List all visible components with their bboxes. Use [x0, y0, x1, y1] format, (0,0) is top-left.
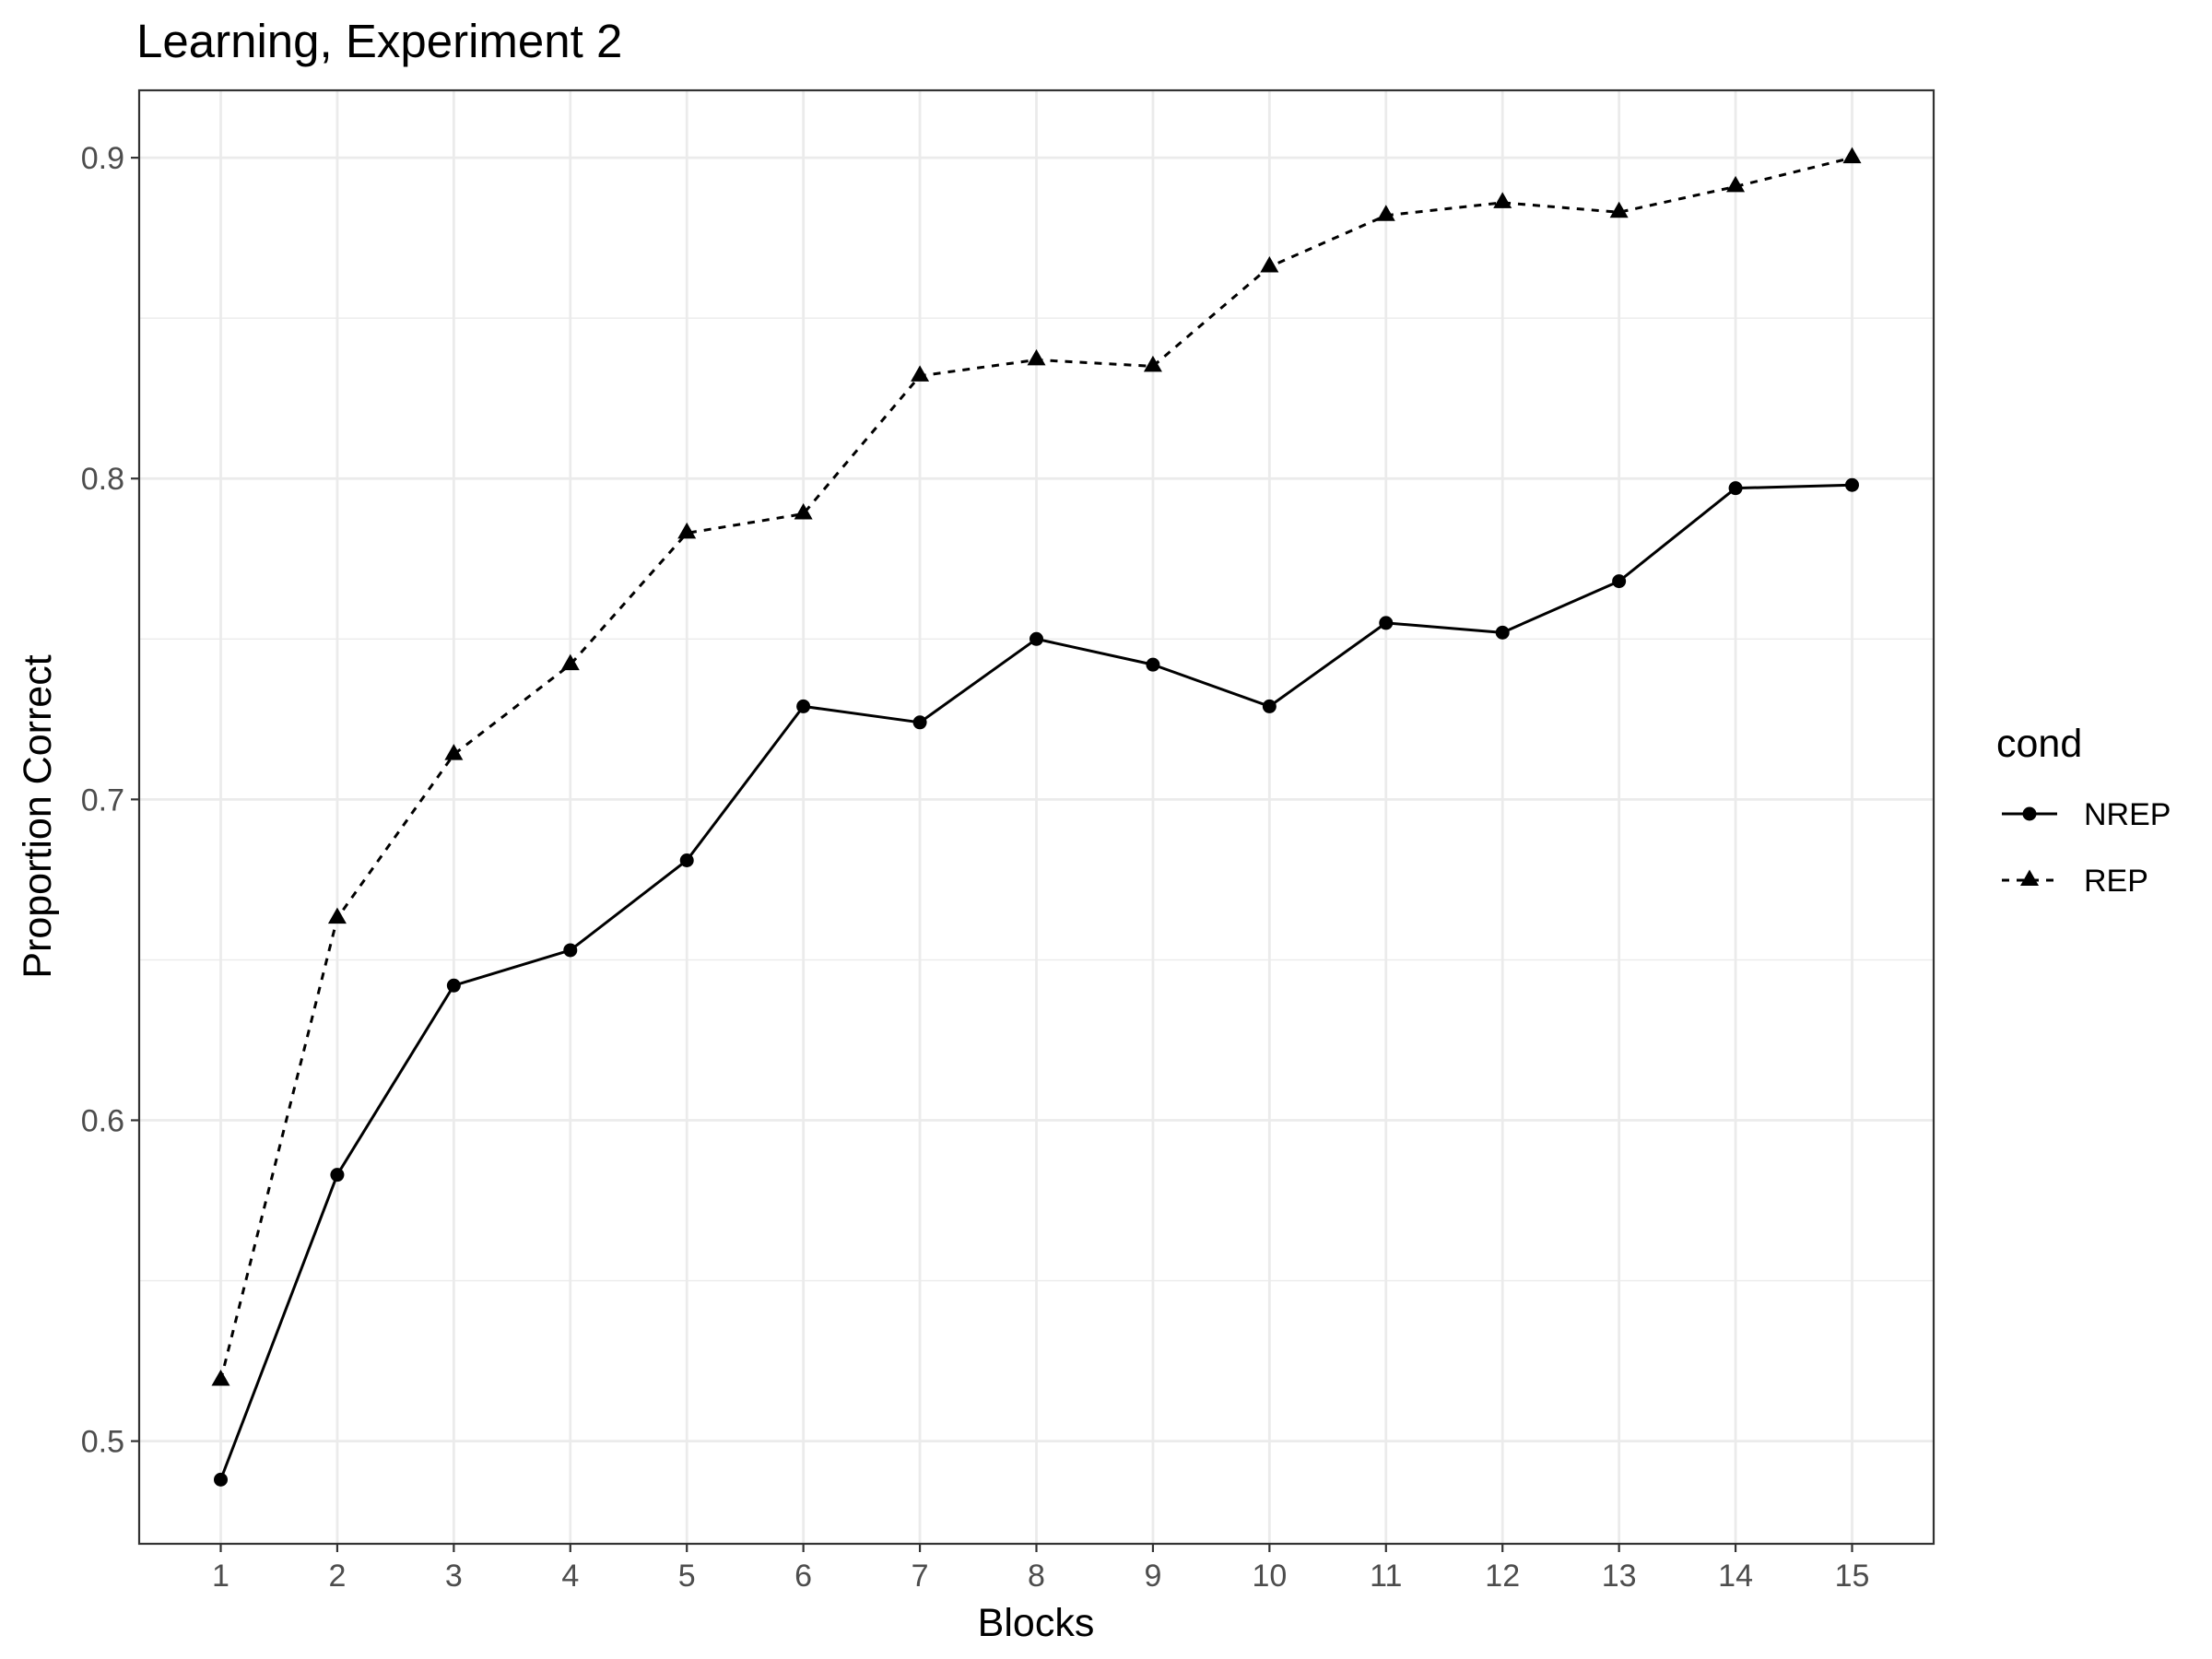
data-point-rep	[1609, 201, 1629, 218]
x-tick-label: 7	[912, 1559, 929, 1594]
x-tick-label: 9	[1144, 1559, 1161, 1594]
data-point-nrep	[1379, 616, 1394, 630]
data-point-rep	[911, 365, 930, 382]
data-point-nrep	[1612, 574, 1627, 589]
data-point-nrep	[1495, 625, 1510, 640]
legend-key-marker	[2022, 806, 2037, 821]
data-point-nrep	[912, 715, 927, 730]
data-point-rep	[211, 1369, 230, 1386]
data-point-nrep	[446, 978, 461, 993]
y-tick-label: 0.5	[81, 1425, 124, 1460]
data-point-nrep	[1146, 657, 1160, 672]
data-point-nrep	[1262, 699, 1277, 713]
series-layer	[211, 147, 1862, 1487]
y-tick-label: 0.7	[81, 782, 124, 818]
data-point-rep	[1260, 255, 1279, 273]
legend-label: NREP	[2084, 797, 2171, 832]
x-tick-label: 4	[561, 1559, 579, 1594]
x-tick-label: 3	[445, 1559, 463, 1594]
x-tick-label: 8	[1028, 1559, 1045, 1594]
data-point-rep	[794, 503, 813, 520]
chart-title: Learning, Experiment 2	[136, 15, 622, 67]
x-tick-label: 12	[1485, 1559, 1520, 1594]
data-point-nrep	[679, 853, 694, 867]
data-point-rep	[560, 653, 580, 671]
data-point-rep	[677, 522, 697, 539]
data-point-nrep	[1845, 477, 1859, 492]
axes: 0.50.60.70.80.91 2 3 4 5 6 7 8 9 10 11 12 13 14 15	[81, 141, 1870, 1594]
data-point-rep	[1376, 205, 1395, 221]
legend-title: cond	[1996, 722, 2082, 766]
x-tick-label: 1	[212, 1559, 229, 1594]
data-point-rep	[444, 744, 464, 760]
y-axis-title: Proportion Correct	[16, 654, 60, 978]
data-point-nrep	[330, 1168, 345, 1182]
x-tick-label: 11	[1370, 1559, 1402, 1594]
y-tick-label: 0.8	[81, 462, 124, 497]
data-point-nrep	[796, 699, 811, 713]
data-point-nrep	[214, 1472, 228, 1487]
y-tick-label: 0.6	[81, 1103, 124, 1138]
y-tick-label: 0.9	[81, 141, 124, 176]
x-tick-label: 14	[1718, 1559, 1753, 1594]
data-point-rep	[1143, 355, 1162, 372]
data-point-rep	[1027, 348, 1046, 366]
data-point-rep	[1842, 147, 1862, 164]
data-point-rep	[1493, 192, 1512, 208]
data-point-nrep	[563, 943, 578, 958]
data-point-rep	[1726, 175, 1746, 193]
x-tick-label: 10	[1252, 1559, 1287, 1594]
data-point-nrep	[1728, 481, 1743, 496]
legend-key-marker	[2020, 869, 2039, 886]
legend: cond NREP REP	[1996, 722, 2171, 899]
legend-label: REP	[2084, 864, 2148, 899]
x-tick-label: 5	[678, 1559, 696, 1594]
x-axis-title: Blocks	[978, 1601, 1095, 1645]
x-tick-label: 6	[794, 1559, 812, 1594]
x-tick-label: 2	[328, 1559, 346, 1594]
x-tick-label: 13	[1602, 1559, 1637, 1594]
x-tick-label: 15	[1835, 1559, 1870, 1594]
data-point-nrep	[1030, 631, 1043, 646]
data-point-rep	[327, 907, 347, 924]
grid	[139, 90, 1934, 1544]
